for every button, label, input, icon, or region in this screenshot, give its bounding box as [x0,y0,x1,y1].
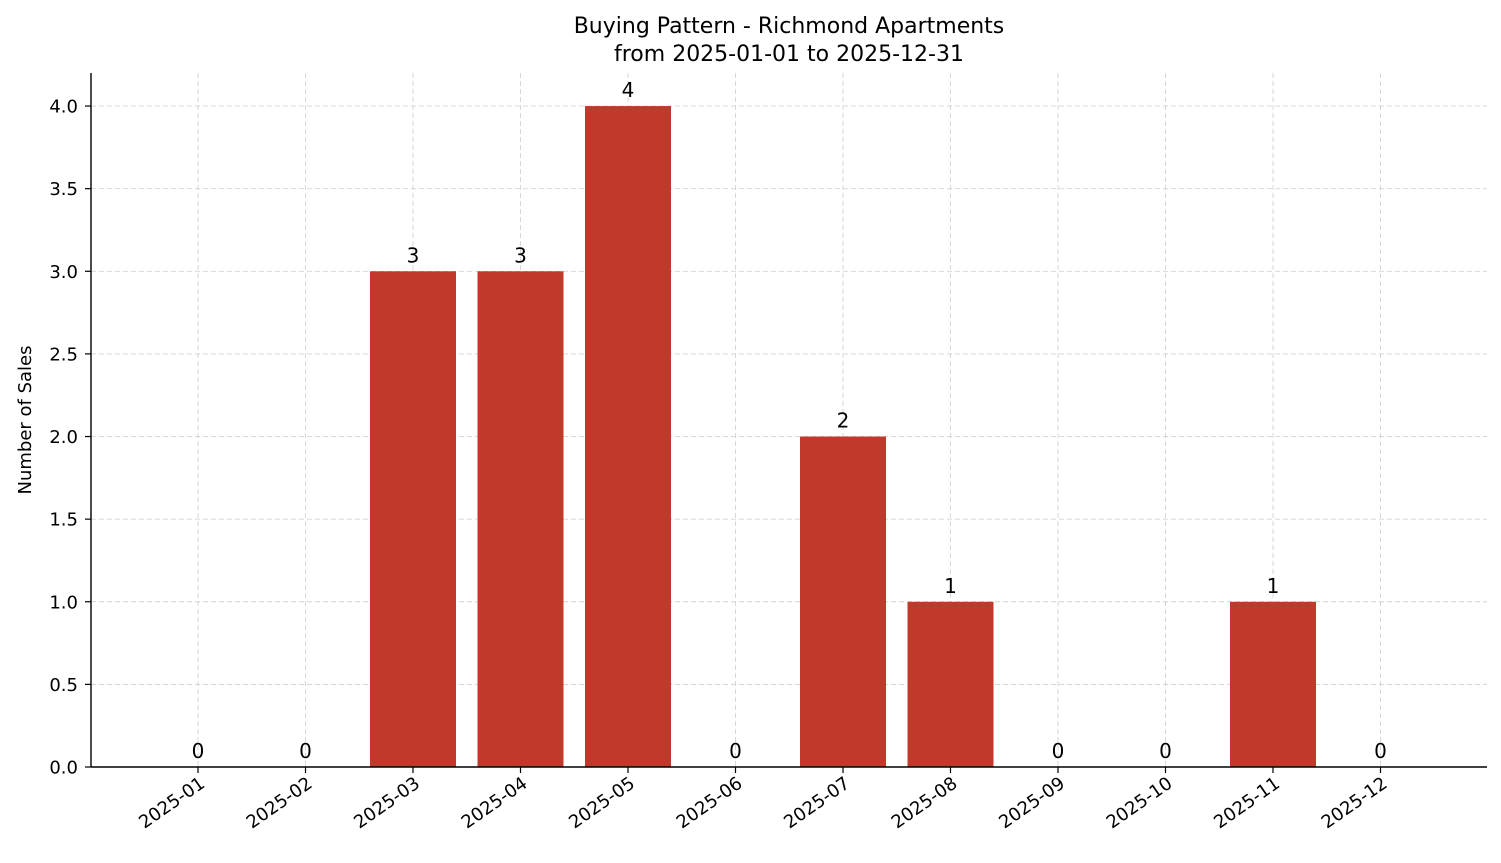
x-tick-label: 2025-07 [780,773,854,833]
bar [907,601,994,767]
chart-title-line2: from 2025-01-01 to 2025-12-31 [614,42,964,67]
bar [585,106,671,768]
x-tick-label: 2025-11 [1210,773,1284,833]
y-tick-label: 1.0 [49,592,78,613]
bar [1230,601,1316,767]
x-tick-label: 2025-08 [888,773,962,833]
bar [800,436,886,767]
x-tick-label: 2025-02 [243,773,317,833]
data-label: 0 [1052,739,1065,763]
data-labels: 0 0 3 3 4 0 2 1 0 0 1 0 [192,78,1387,763]
x-tick-label: 2025-06 [673,773,747,833]
y-tick-label: 2.5 [49,344,78,365]
x-tick-label: 2025-04 [458,773,532,833]
data-label: 4 [622,78,635,102]
y-tick-label: 3.0 [49,262,78,283]
data-label: 3 [407,243,420,267]
data-label: 3 [514,243,527,267]
data-label: 1 [1267,574,1280,598]
x-tick-label: 2025-12 [1318,773,1392,833]
data-label: 1 [944,574,957,598]
y-tick-label: 0.0 [49,758,78,779]
y-ticks: 0.0 0.5 1.0 1.5 2.0 2.5 3.0 3.5 4.0 [49,97,91,779]
x-tick-label: 2025-10 [1103,773,1177,833]
chart-title-line1: Buying Pattern - Richmond Apartments [574,14,1005,39]
y-axis-label: Number of Sales [15,345,36,494]
data-label: 0 [1374,739,1387,763]
data-label: 0 [1159,739,1172,763]
y-tick-label: 3.5 [49,179,78,200]
y-tick-label: 2.0 [49,427,78,448]
x-tick-label: 2025-03 [350,773,424,833]
y-tick-label: 1.5 [49,510,78,531]
bars [370,106,1316,768]
data-label: 0 [192,739,205,763]
data-label: 2 [837,409,850,433]
data-label: 0 [299,739,312,763]
x-tick-label: 2025-09 [995,773,1069,833]
x-tick-label: 2025-01 [135,773,209,833]
bar [477,271,564,767]
x-ticks: 2025-01 2025-02 2025-03 2025-04 2025-05 2025-… [135,767,1391,833]
bar [370,271,456,767]
y-tick-label: 4.0 [49,97,78,118]
data-label: 0 [729,739,742,763]
y-tick-label: 0.5 [49,675,78,696]
x-tick-label: 2025-05 [565,773,639,833]
